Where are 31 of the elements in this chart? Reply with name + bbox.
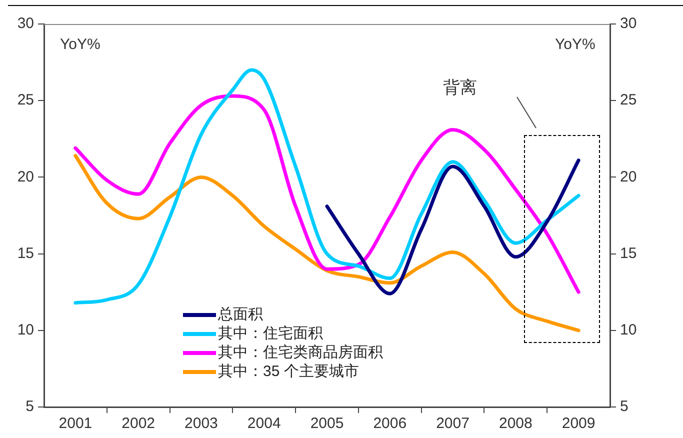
x-tick-label: 2008 [498,415,532,432]
line-series [325,158,580,296]
x-tick-label: 2004 [247,415,281,432]
y2-tick-label: 30 [620,15,637,32]
x-tick-label: 2007 [436,415,470,432]
legend-label: 其中：住宅类商品房面积 [218,343,383,362]
legend-label: 总面积 [218,305,263,324]
y2-tick-label: 10 [620,322,637,339]
y-tick-label: 25 [17,92,34,109]
x-tick-label: 2001 [58,415,92,432]
y2-tick-label: 5 [620,398,628,416]
y-tick-label: 30 [17,15,34,32]
y-tick-label: 10 [17,322,34,339]
annotation: YoY% [555,36,596,53]
x-tick-label: 2005 [310,415,344,432]
annotation: YoY% [60,36,100,53]
x-tick-label: 2002 [122,415,156,432]
legend-label: 其中：35 个主要城市 [218,362,359,381]
annotation: 背离 [443,77,477,99]
y-tick-label: 20 [17,168,34,186]
x-tick-label: 2003 [184,415,218,432]
y-tick-label: 5 [26,398,34,416]
y2-tick-label: 15 [620,244,637,262]
y2-tick-label: 25 [620,92,637,109]
x-tick-label: 2009 [562,415,596,432]
legend-label: 其中：住宅面积 [218,324,323,343]
line-series [74,94,580,294]
x-tick-label: 2006 [373,415,407,432]
line-series [74,68,580,305]
y-tick-label: 15 [17,244,34,262]
y2-tick-label: 20 [620,168,637,186]
